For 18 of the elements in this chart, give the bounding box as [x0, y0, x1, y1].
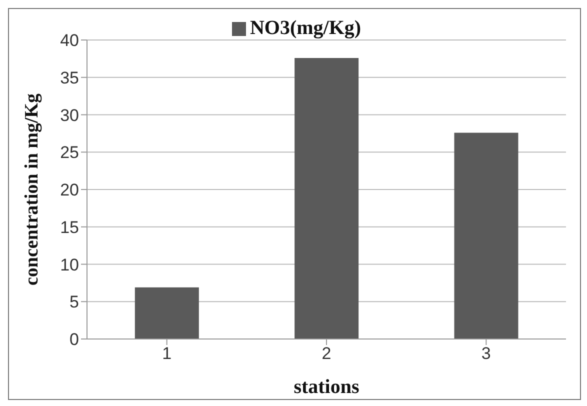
x-tick-label: 2 [322, 344, 332, 364]
y-tick-label: 15 [60, 218, 79, 237]
x-tick-label: 1 [162, 344, 172, 364]
x-tick-label: 3 [481, 344, 491, 364]
y-tick-label: 40 [60, 31, 79, 50]
y-tick-label: 20 [60, 180, 79, 200]
legend-label: NO3(mg/Kg) [250, 17, 362, 39]
y-tick-label: 30 [60, 106, 79, 125]
y-axis-title: concentration in mg/Kg [22, 92, 43, 286]
bar [454, 132, 518, 339]
x-axis-title: stations [294, 376, 360, 398]
y-tick-label: 0 [70, 330, 79, 350]
y-tick-label: 25 [60, 143, 79, 162]
y-tick-label: 5 [70, 292, 79, 312]
bar [134, 287, 199, 339]
y-tick-label: 35 [60, 68, 79, 88]
bar [294, 58, 359, 339]
y-tick-label: 10 [60, 255, 79, 274]
